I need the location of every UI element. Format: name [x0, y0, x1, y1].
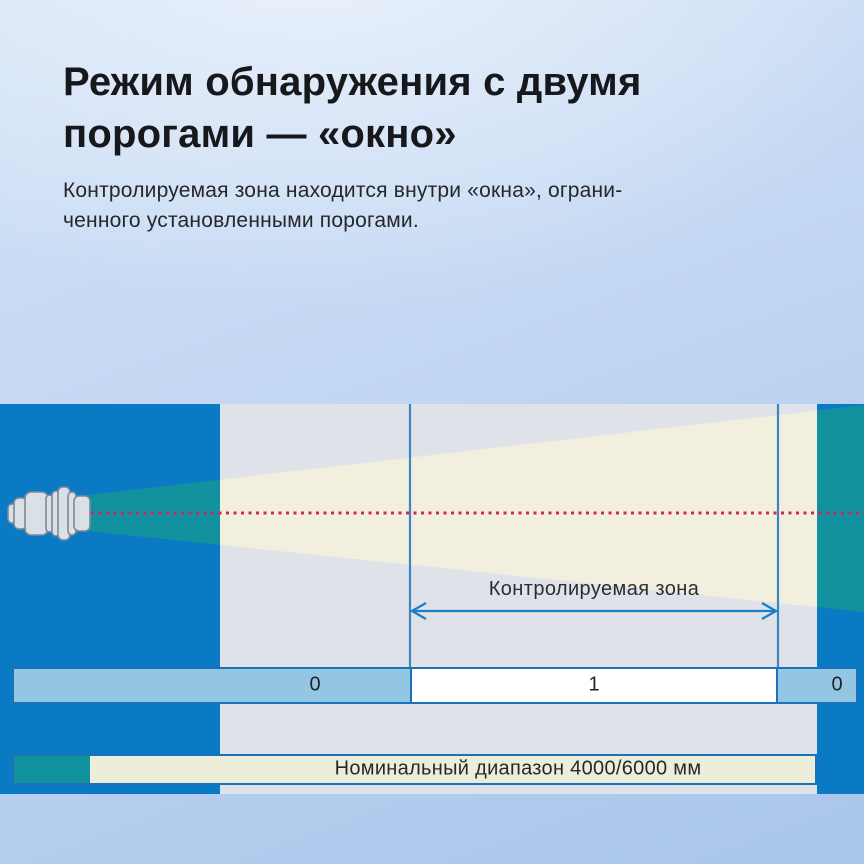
detection-beam-cream [220, 410, 817, 608]
output-state-bar: 0 1 0 [12, 667, 858, 704]
output-value-right: 0 [831, 673, 843, 696]
output-segment-low-left [14, 669, 412, 702]
output-value-left: 0 [309, 673, 321, 696]
page-title-line2: порогами — «окно» [63, 112, 457, 156]
controlled-zone-arrow [409, 602, 779, 620]
page-title: Режим обнаружения с двумя порогами — «ок… [63, 56, 803, 160]
sensor-diagram: Контролируемая зона 0 1 0 Номинальный ди… [0, 404, 864, 794]
output-value-middle: 1 [588, 673, 600, 696]
nominal-range-bar: Номинальный диапазон 4000/6000 мм [12, 754, 817, 785]
nominal-range-blind-zone [14, 756, 90, 783]
ultrasonic-sensor-icon [7, 486, 91, 541]
page-subtitle-line1: Контролируемая зона находится внутри «ок… [63, 179, 623, 202]
controlled-zone-label: Контролируемая зона [488, 578, 700, 600]
sensor-diagram-canvas [0, 404, 864, 794]
page-subtitle: Контролируемая зона находится внутри «ок… [63, 176, 823, 236]
output-segment-low-right [776, 669, 856, 702]
nominal-range-label: Номинальный диапазон 4000/6000 мм [334, 757, 702, 780]
page-title-line1: Режим обнаружения с двумя [63, 60, 642, 104]
page-subtitle-line2: ченного установленными порогами. [63, 209, 419, 232]
